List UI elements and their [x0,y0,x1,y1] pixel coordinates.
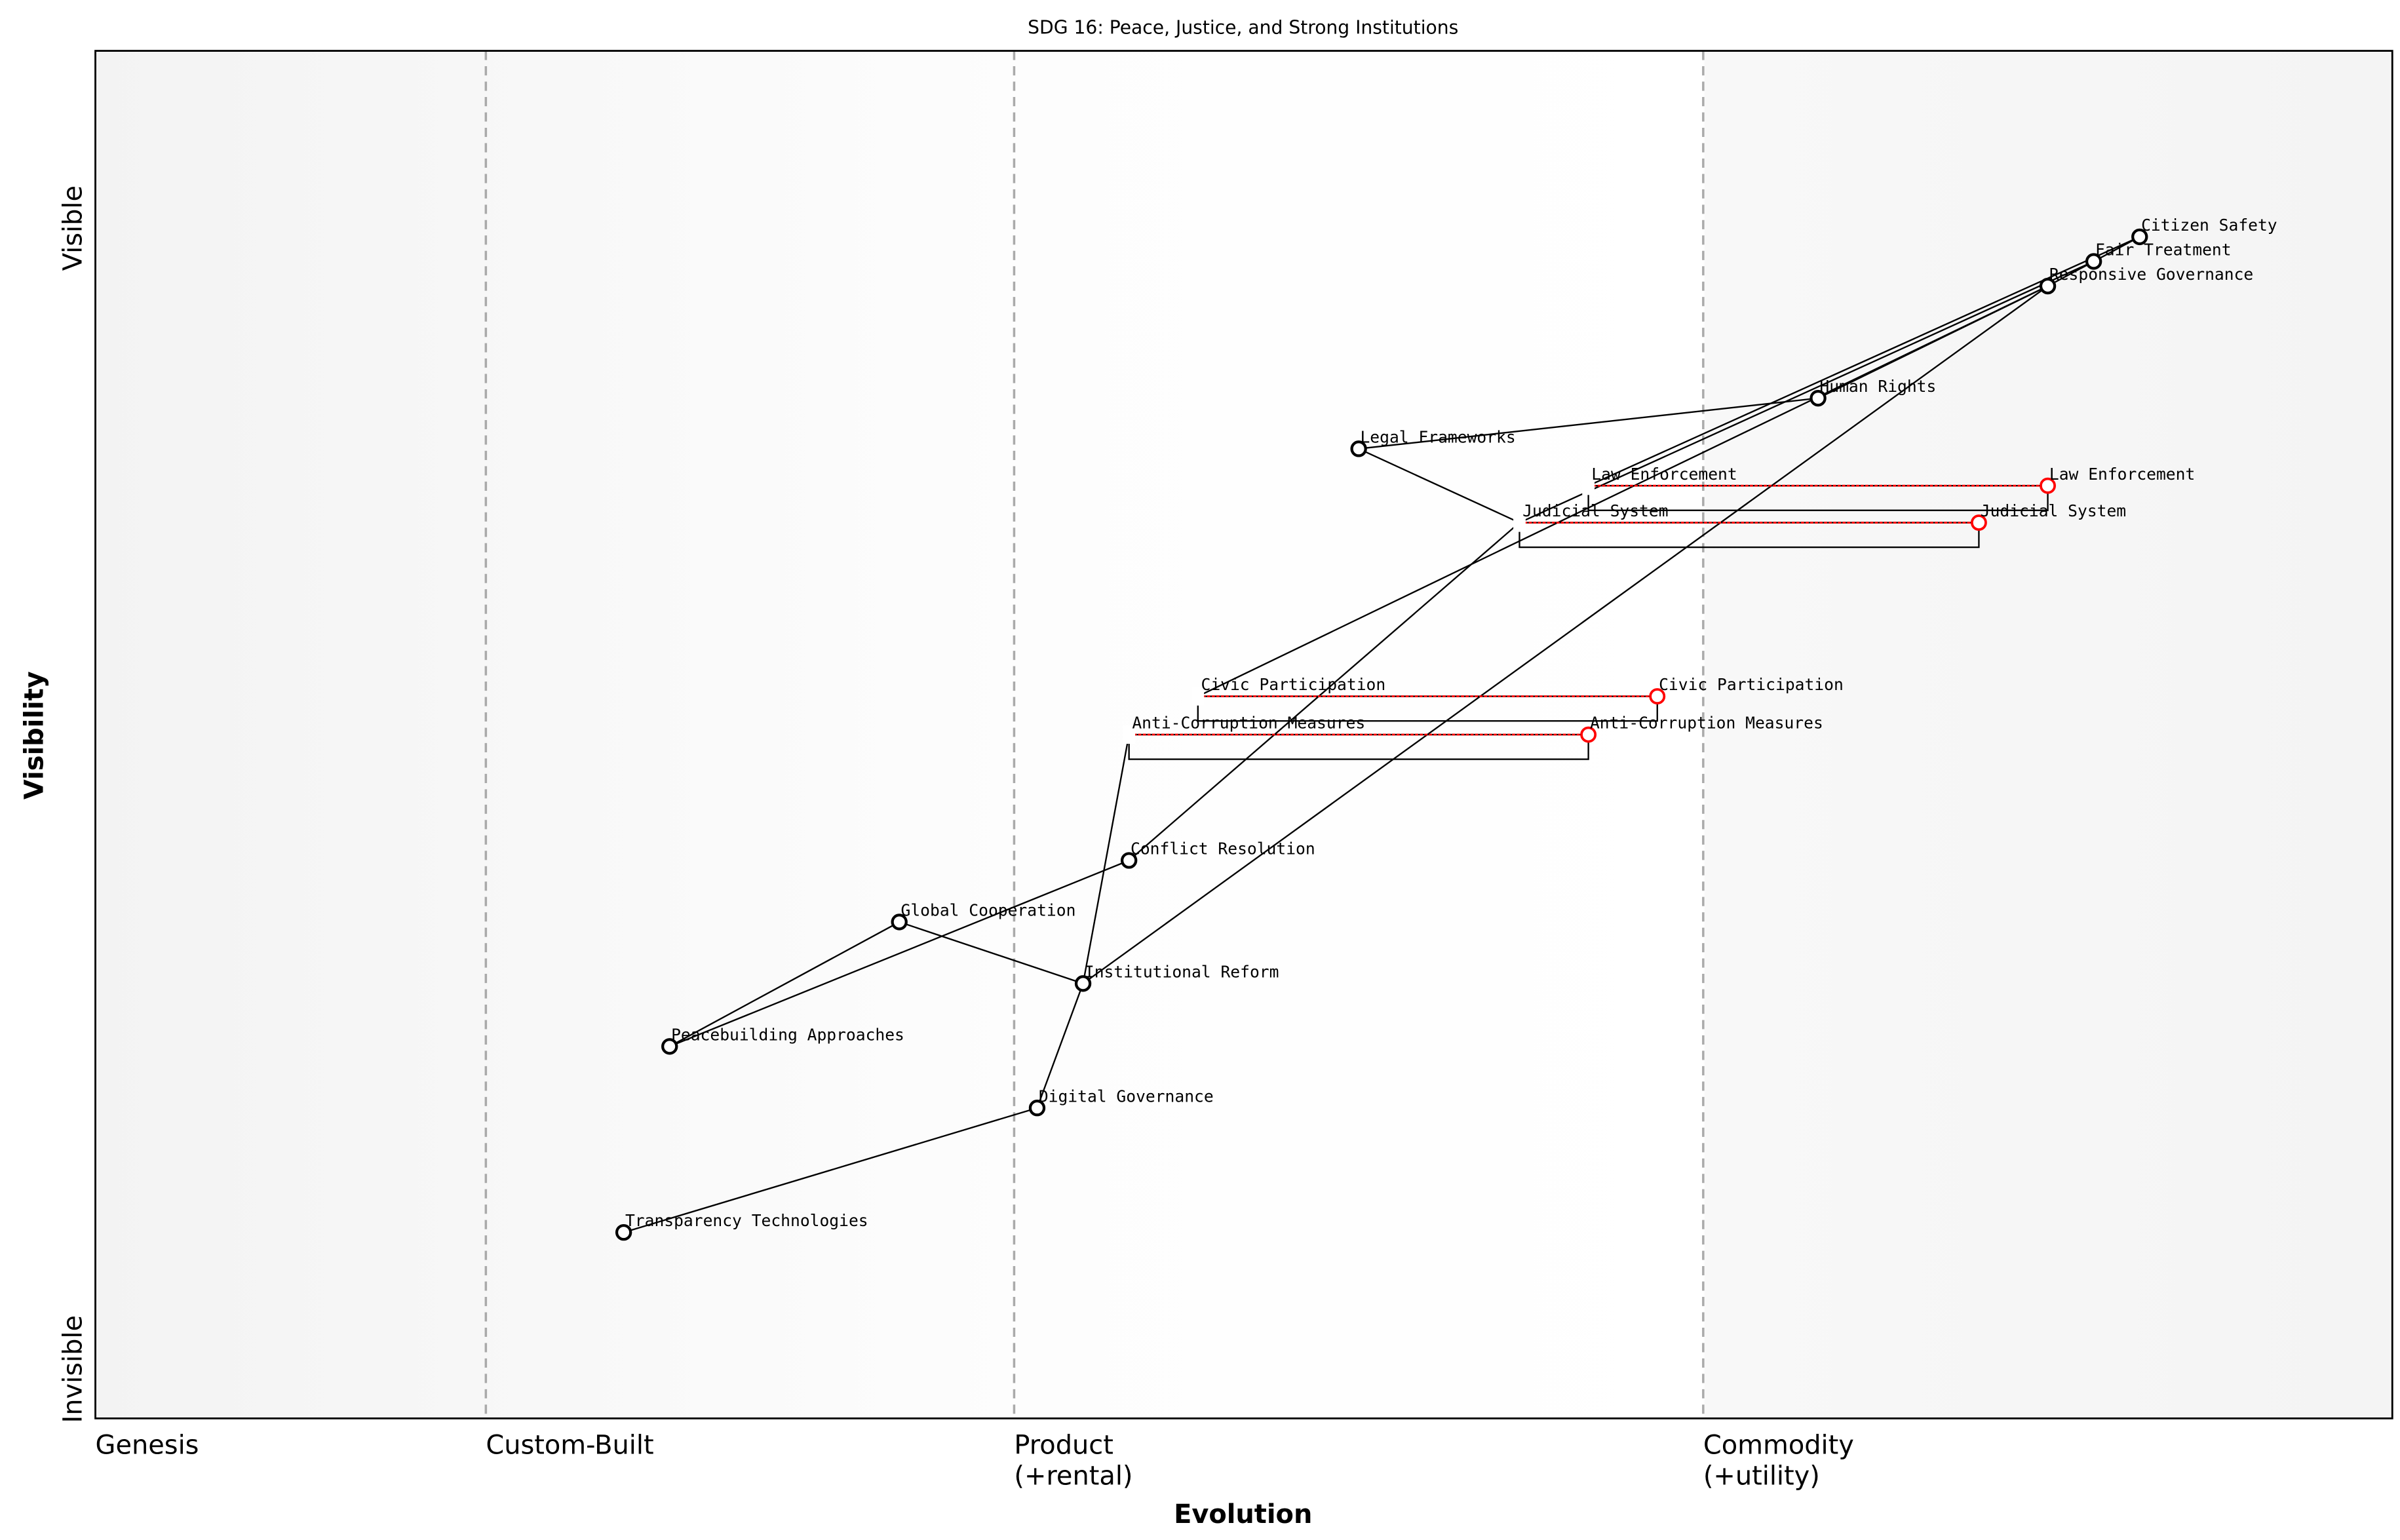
evolved-component-marker [2040,477,2056,494]
component-label: Institutional Reform [1085,962,1279,981]
dependency-link [1197,285,2049,697]
evolved-component-label: Judicial System [1981,501,2126,520]
component-label: Citizen Safety [2141,216,2277,235]
dependency-link [1519,260,2095,524]
stage-label: Product [1014,1430,1113,1460]
component-marker [615,1223,632,1241]
stage-sublabel: (+rental) [1014,1461,1132,1491]
map-title: SDG 16: Peace, Justice, and Strong Insti… [1028,17,1458,39]
stage-label: Commodity [1703,1430,1854,1460]
evolved-component-marker [1970,514,1987,531]
dependency-link [1359,397,1819,450]
stage-label: Custom-Built [486,1430,653,1460]
component-marker [2131,228,2148,246]
dependency-link [669,921,900,1047]
evolution-origin-marker [1582,476,1595,495]
dependency-link [1082,734,1130,984]
y-axis-top-label: Visible [58,185,88,271]
plot-frame [94,50,2393,1419]
dependency-link [1082,285,2049,984]
dependency-link [623,1107,1037,1233]
evolved-component-label: Anti-Corruption Measures [1590,714,1823,733]
component-marker [661,1038,678,1055]
evolution-origin-marker [1191,687,1205,706]
stage-sublabel: (+utility) [1703,1461,1820,1491]
evolution-bracket [1197,695,1658,722]
evolving-component-origin-label: Judicial System [1522,501,1668,520]
component-label: Human Rights [1819,377,1936,396]
y-axis-label: Visibility [20,671,50,799]
dependency-link [669,859,1130,1047]
evolved-component-label: Civic Participation [1659,675,1844,694]
evolution-origin-marker [1513,513,1526,532]
dependency-link [899,921,1083,984]
evolving-component-origin-label: Anti-Corruption Measures [1132,714,1365,733]
evolution-bracket [1128,733,1589,760]
component-label: Global Cooperation [901,901,1076,920]
evolved-component-marker [1580,726,1597,743]
component-marker [891,914,908,931]
evolved-component-marker [1649,688,1666,705]
evolution-bracket [1519,522,1980,549]
dependency-link [1036,983,1084,1109]
dependency-link [1358,448,1520,524]
evolution-origin-marker [1123,725,1136,744]
evolving-component-origin-label: Law Enforcement [1591,465,1737,484]
component-marker [1350,440,1367,457]
evolved-component-label: Law Enforcement [2049,465,2195,484]
component-label: Fair Treatment [2095,241,2232,260]
component-label: Transparency Technologies [625,1211,868,1230]
x-axis-label: Evolution [1174,1499,1312,1530]
stage-label: Genesis [96,1430,199,1460]
component-marker [1074,975,1092,992]
component-marker [1810,389,1827,407]
component-marker [2039,277,2057,295]
component-label: Legal Frameworks [1360,427,1515,446]
evolving-component-origin-label: Civic Participation [1201,675,1386,694]
y-axis-bottom-label: Invisible [58,1315,88,1423]
dependency-link [1128,522,1520,861]
component-marker [1120,852,1138,869]
component-marker [1028,1100,1046,1117]
component-label: Responsive Governance [2049,265,2253,284]
evolution-bracket [1587,485,2049,511]
component-label: Peacebuilding Approaches [671,1025,904,1044]
component-marker [2085,253,2102,270]
component-label: Digital Governance [1039,1087,1214,1106]
component-label: Conflict Resolution [1131,839,1315,858]
